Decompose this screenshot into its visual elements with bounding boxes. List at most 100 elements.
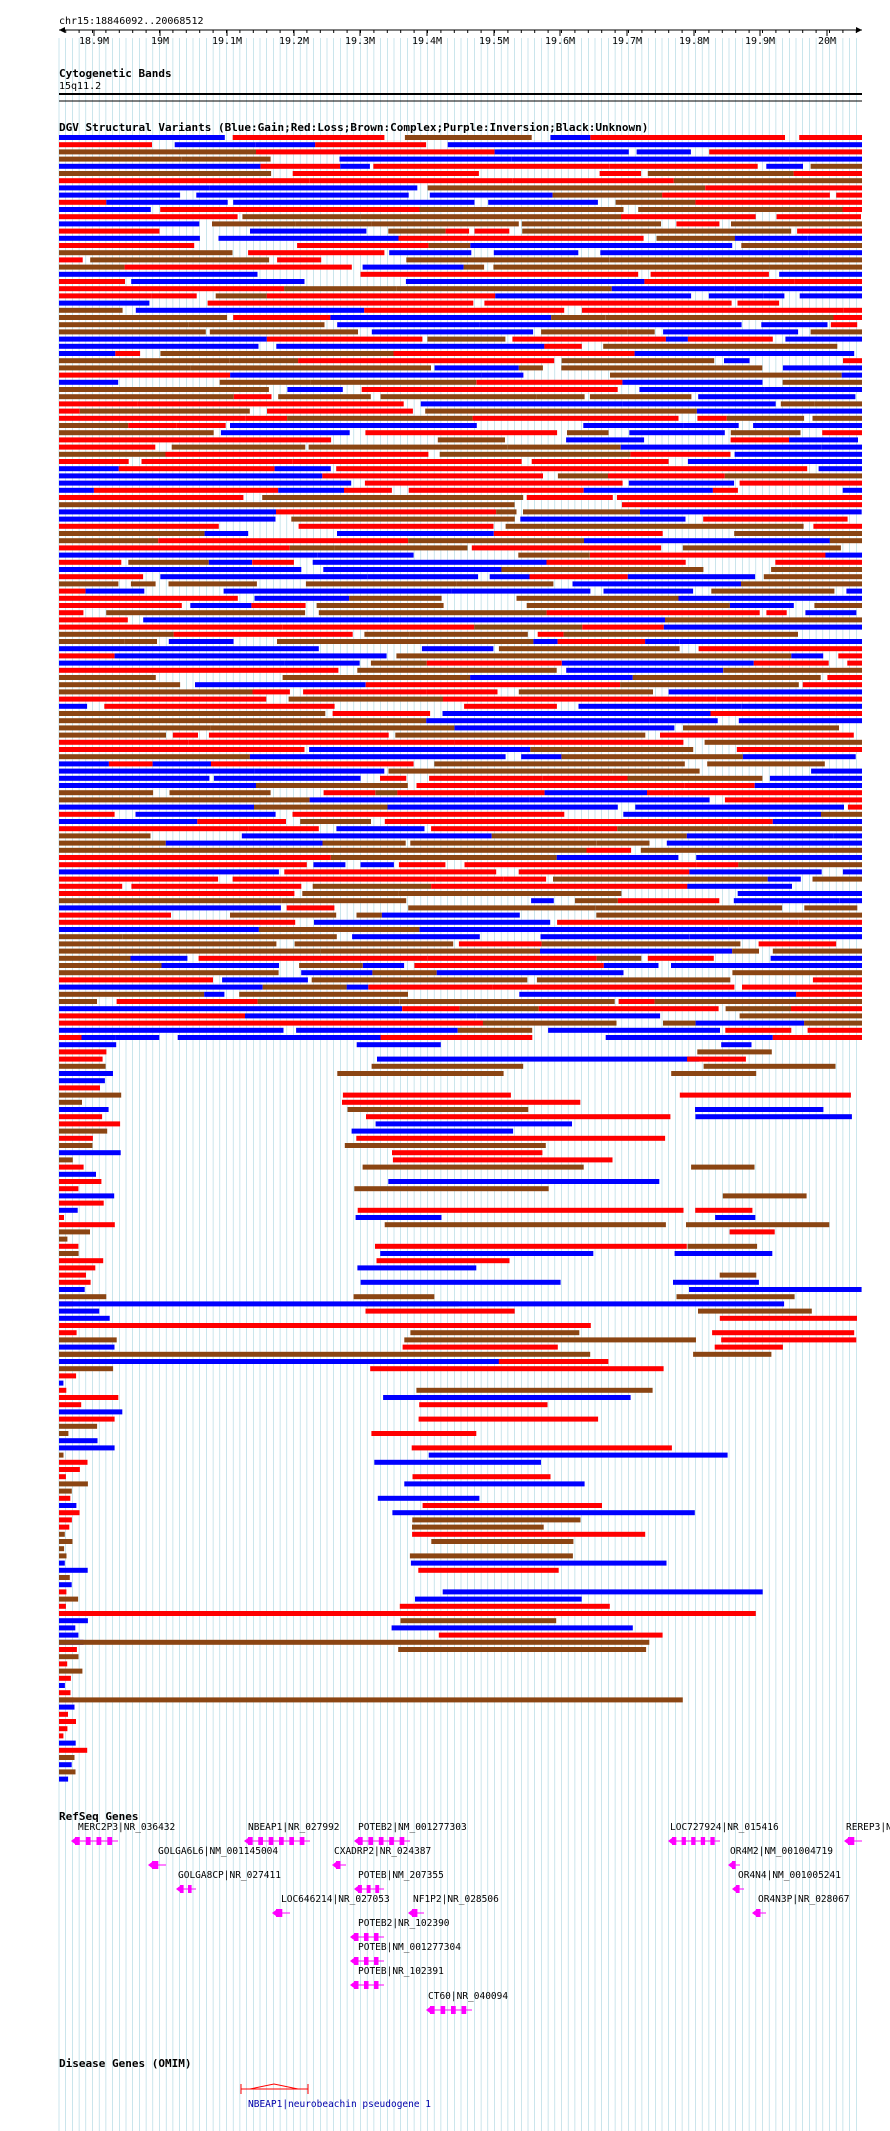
dgv-variant-bar[interactable] xyxy=(59,523,219,529)
dgv-variant-bar[interactable] xyxy=(229,358,299,364)
dgv-variant-bar[interactable] xyxy=(589,552,826,558)
dgv-variant-bar[interactable] xyxy=(676,221,720,227)
dgv-variant-bar[interactable] xyxy=(463,264,485,270)
dgv-variant-bar[interactable] xyxy=(254,804,388,810)
dgv-variant-bar[interactable] xyxy=(59,271,258,277)
dgv-variant-bar[interactable] xyxy=(408,487,584,493)
dgv-variant-bar[interactable] xyxy=(518,365,543,371)
dgv-variant-bar[interactable] xyxy=(274,466,331,472)
dgv-variant-bar[interactable] xyxy=(196,192,409,198)
dgv-variant-bar[interactable] xyxy=(437,437,505,443)
dgv-variant-bar[interactable] xyxy=(392,1157,613,1163)
dgv-variant-bar[interactable] xyxy=(719,1272,757,1278)
dgv-variant-bar[interactable] xyxy=(551,315,606,320)
dgv-variant-bar[interactable] xyxy=(662,192,830,198)
dgv-variant-bar[interactable] xyxy=(464,703,557,709)
dgv-variant-bar[interactable] xyxy=(671,1071,757,1076)
dgv-variant-bar[interactable] xyxy=(59,1560,65,1566)
dgv-variant-bar[interactable] xyxy=(318,610,547,616)
refseq-gene-exon[interactable] xyxy=(354,1981,359,1989)
dgv-variant-bar[interactable] xyxy=(812,876,863,882)
dgv-variant-bar[interactable] xyxy=(411,1445,672,1451)
dgv-variant-bar[interactable] xyxy=(59,869,279,875)
dgv-variant-bar[interactable] xyxy=(352,934,480,940)
refseq-gene-exon[interactable] xyxy=(336,1861,341,1869)
refseq-gene-label[interactable]: LOC727924|NR_015416 xyxy=(670,1822,779,1833)
refseq-gene-exon[interactable] xyxy=(366,1885,371,1893)
dgv-variant-bar[interactable] xyxy=(402,1006,460,1012)
dgv-variant-bar[interactable] xyxy=(59,1380,64,1386)
dgv-variant-bar[interactable] xyxy=(754,783,862,788)
dgv-variant-bar[interactable] xyxy=(491,833,687,839)
dgv-variant-bar[interactable] xyxy=(136,1006,403,1012)
dgv-variant-bar[interactable] xyxy=(364,307,565,313)
dgv-variant-bar[interactable] xyxy=(59,905,281,911)
dgv-variant-bar[interactable] xyxy=(398,891,622,896)
dgv-variant-bar[interactable] xyxy=(422,1503,602,1508)
dgv-variant-bar[interactable] xyxy=(673,790,862,796)
dgv-variant-bar[interactable] xyxy=(779,271,862,277)
dgv-variant-bar[interactable] xyxy=(829,538,862,544)
dgv-variant-bar[interactable] xyxy=(360,149,495,155)
dgv-variant-bar[interactable] xyxy=(59,531,205,536)
dgv-variant-bar[interactable] xyxy=(696,408,862,414)
dgv-variant-bar[interactable] xyxy=(59,437,332,443)
dgv-variant-bar[interactable] xyxy=(59,185,210,191)
dgv-variant-bar[interactable] xyxy=(278,487,344,493)
dgv-variant-bar[interactable] xyxy=(512,336,666,342)
dgv-variant-bar[interactable] xyxy=(59,1373,77,1379)
dgv-variant-bar[interactable] xyxy=(609,257,709,263)
dgv-variant-bar[interactable] xyxy=(741,703,862,709)
dgv-variant-bar[interactable] xyxy=(734,286,862,292)
dgv-variant-bar[interactable] xyxy=(59,1726,68,1732)
dgv-variant-bar[interactable] xyxy=(698,646,862,652)
dgv-variant-bar[interactable] xyxy=(59,653,115,659)
dgv-variant-bar[interactable] xyxy=(59,1207,78,1213)
dgv-variant-bar[interactable] xyxy=(59,1323,591,1328)
dgv-variant-bar[interactable] xyxy=(59,1697,683,1703)
dgv-variant-bar[interactable] xyxy=(59,1546,65,1552)
dgv-variant-bar[interactable] xyxy=(174,142,256,148)
dgv-variant-bar[interactable] xyxy=(425,408,697,414)
dgv-variant-bar[interactable] xyxy=(59,315,228,320)
dgv-variant-bar[interactable] xyxy=(292,811,565,817)
refseq-gene-label[interactable]: CXADRP2|NR_024387 xyxy=(334,1846,431,1857)
dgv-variant-bar[interactable] xyxy=(204,531,249,536)
dgv-variant-bar[interactable] xyxy=(59,732,166,738)
refseq-gene-label[interactable]: LOC646214|NR_027053 xyxy=(281,1894,390,1905)
dgv-variant-bar[interactable] xyxy=(59,1596,79,1602)
dgv-variant-bar[interactable] xyxy=(284,869,497,875)
dgv-variant-bar[interactable] xyxy=(59,509,276,515)
dgv-variant-bar[interactable] xyxy=(698,1308,812,1314)
dgv-variant-bar[interactable] xyxy=(302,891,399,896)
dgv-variant-bar[interactable] xyxy=(838,653,862,659)
refseq-gene-exon[interactable] xyxy=(358,1885,362,1893)
dgv-variant-bar[interactable] xyxy=(683,423,739,428)
dgv-variant-bar[interactable] xyxy=(370,660,427,666)
dgv-variant-bar[interactable] xyxy=(152,761,211,767)
dgv-variant-bar[interactable] xyxy=(371,329,534,335)
dgv-variant-bar[interactable] xyxy=(776,214,862,220)
dgv-variant-bar[interactable] xyxy=(93,487,279,493)
dgv-variant-bar[interactable] xyxy=(511,156,790,162)
dgv-variant-bar[interactable] xyxy=(284,660,360,666)
dgv-variant-bar[interactable] xyxy=(753,660,829,666)
dgv-variant-bar[interactable] xyxy=(695,1020,805,1026)
dgv-variant-bar[interactable] xyxy=(59,696,267,702)
dgv-variant-bar[interactable] xyxy=(793,171,862,176)
dgv-variant-bar[interactable] xyxy=(116,999,258,1004)
dgv-variant-bar[interactable] xyxy=(802,682,862,688)
dgv-variant-bar[interactable] xyxy=(771,567,862,572)
dgv-variant-bar[interactable] xyxy=(454,725,675,731)
dgv-variant-bar[interactable] xyxy=(609,163,758,169)
dgv-variant-bar[interactable] xyxy=(59,502,329,508)
dgv-variant-bar[interactable] xyxy=(197,819,286,824)
dgv-variant-bar[interactable] xyxy=(472,415,679,421)
dgv-variant-bar[interactable] xyxy=(254,768,385,774)
dgv-variant-bar[interactable] xyxy=(689,869,822,875)
dgv-variant-bar[interactable] xyxy=(384,1222,666,1228)
dgv-variant-bar[interactable] xyxy=(189,574,368,580)
dgv-variant-bar[interactable] xyxy=(266,336,423,342)
dgv-variant-bar[interactable] xyxy=(372,970,437,976)
dgv-variant-bar[interactable] xyxy=(59,1553,67,1559)
